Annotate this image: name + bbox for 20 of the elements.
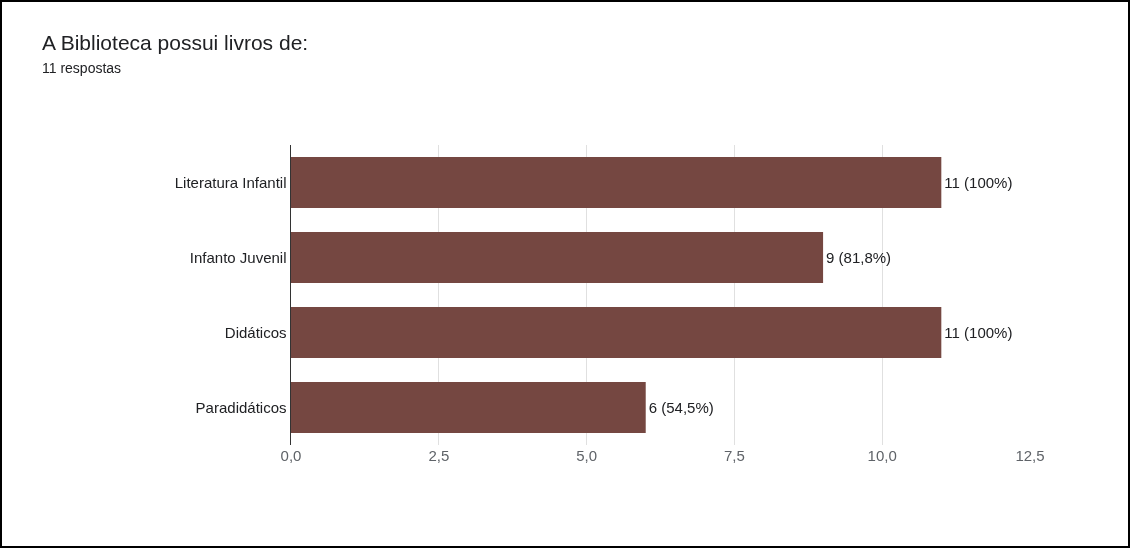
data-label: 6 (54,5%) xyxy=(648,399,714,416)
y-tick-label: Paradidáticos xyxy=(195,398,287,416)
y-tick-label: Didáticos xyxy=(224,323,287,341)
y-tick-label: Infanto Juvenil xyxy=(189,248,287,266)
x-tick-label: 0,0 xyxy=(280,447,302,464)
bar xyxy=(291,157,942,208)
text: 11 respostas xyxy=(42,60,122,76)
x-tick-label: 7,5 xyxy=(723,447,745,464)
data-label: 9 (81,8%) xyxy=(826,249,892,266)
x-tick-label: 12,5 xyxy=(1015,447,1045,464)
bar xyxy=(291,382,646,433)
y-tick-label: Literatura Infantil xyxy=(174,173,287,191)
x-tick-label: 10,0 xyxy=(867,447,897,464)
data-label: 11 (100%) xyxy=(944,324,1013,341)
bar xyxy=(291,232,824,283)
chart-title: A Biblioteca possui livros de: xyxy=(42,31,309,55)
x-tick-label: 5,0 xyxy=(576,447,598,464)
x-tick-label: 2,5 xyxy=(428,447,450,464)
bar xyxy=(291,307,942,358)
data-label: 11 (100%) xyxy=(944,174,1013,191)
